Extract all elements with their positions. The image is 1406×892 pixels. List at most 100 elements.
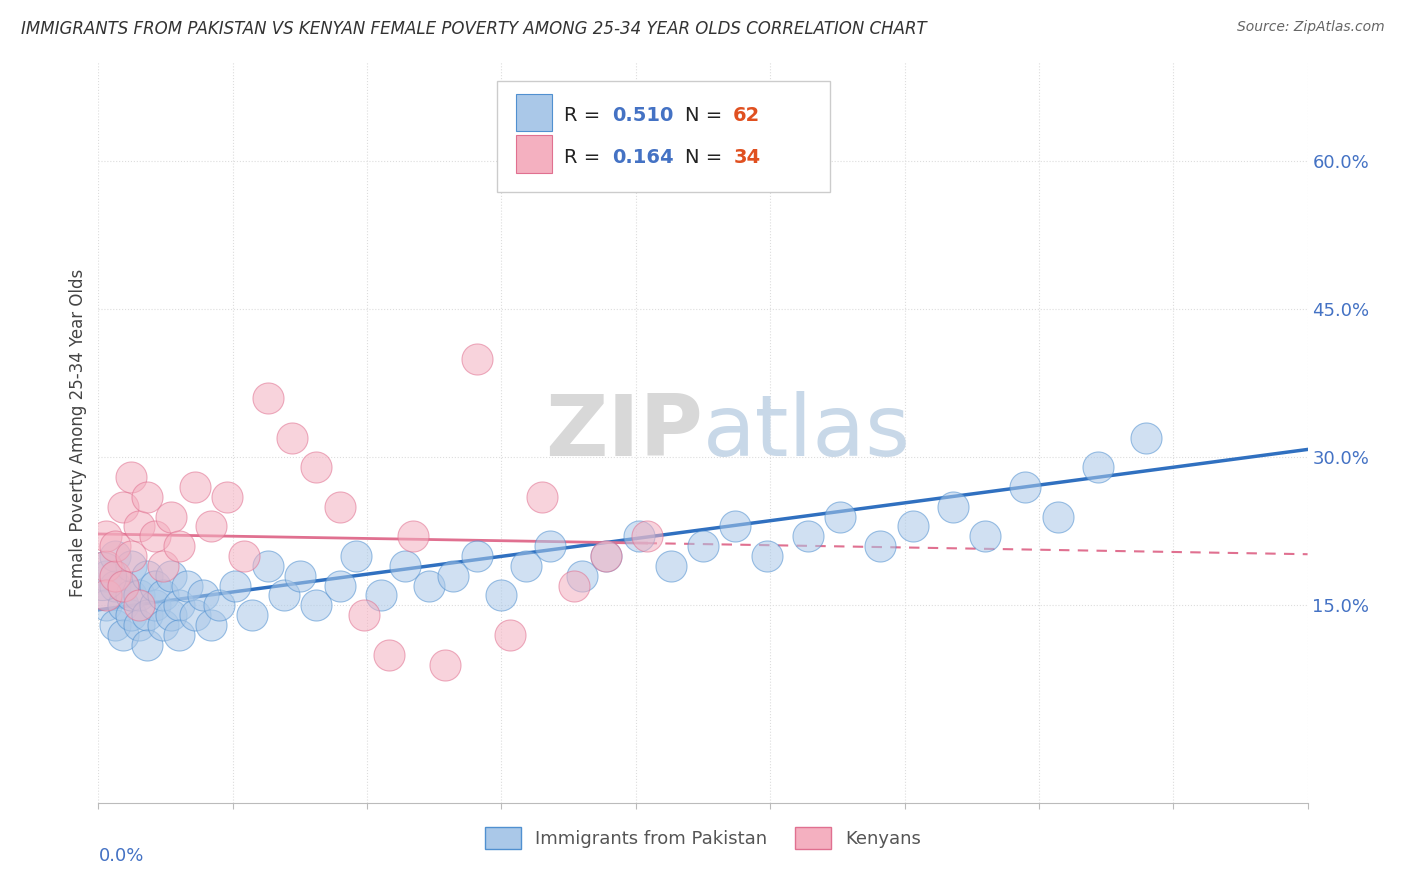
Point: [353, 608, 375, 623]
Y-axis label: Female Poverty Among 25-34 Year Olds: Female Poverty Among 25-34 Year Olds: [69, 268, 87, 597]
Point: [120, 558, 142, 573]
Point: [659, 558, 682, 573]
Point: [418, 579, 440, 593]
Point: [135, 608, 157, 623]
Text: 34: 34: [734, 148, 761, 167]
Point: [636, 529, 658, 543]
Point: [120, 549, 142, 563]
Point: [160, 568, 183, 582]
Point: [942, 500, 965, 514]
Point: [465, 351, 488, 366]
Point: [1014, 480, 1036, 494]
Text: R =: R =: [564, 148, 606, 167]
Point: [103, 568, 125, 582]
Point: [111, 579, 134, 593]
Text: 0.0%: 0.0%: [98, 847, 143, 865]
Point: [176, 579, 198, 593]
Point: [224, 579, 246, 593]
Bar: [516, 136, 551, 173]
Point: [184, 608, 207, 623]
Point: [103, 539, 125, 553]
Point: [441, 568, 464, 582]
Text: N =: N =: [685, 148, 728, 167]
Point: [692, 539, 714, 553]
Point: [724, 519, 747, 533]
Point: [240, 608, 263, 623]
Point: [217, 490, 239, 504]
Point: [595, 549, 617, 563]
Point: [128, 519, 150, 533]
Point: [256, 558, 278, 573]
Point: [515, 558, 537, 573]
Point: [184, 480, 207, 494]
FancyBboxPatch shape: [498, 81, 830, 192]
Text: ZIP: ZIP: [546, 391, 703, 475]
Point: [200, 519, 222, 533]
Point: [91, 568, 114, 582]
Point: [128, 618, 150, 632]
Point: [538, 539, 561, 553]
Point: [96, 589, 118, 603]
Point: [103, 579, 125, 593]
Point: [200, 618, 222, 632]
Point: [756, 549, 779, 563]
Text: R =: R =: [564, 106, 606, 125]
Point: [1046, 509, 1069, 524]
Text: 62: 62: [734, 106, 761, 125]
Point: [111, 599, 134, 613]
Point: [143, 599, 166, 613]
Point: [143, 529, 166, 543]
Point: [305, 460, 328, 475]
Legend: Immigrants from Pakistan, Kenyans: Immigrants from Pakistan, Kenyans: [478, 821, 928, 856]
Point: [120, 589, 142, 603]
Point: [167, 539, 190, 553]
Point: [167, 628, 190, 642]
Point: [135, 568, 157, 582]
Point: [128, 599, 150, 613]
Point: [256, 391, 278, 405]
Point: [329, 500, 352, 514]
Point: [498, 628, 520, 642]
Point: [232, 549, 254, 563]
Point: [974, 529, 997, 543]
Point: [103, 618, 125, 632]
Point: [111, 500, 134, 514]
Point: [111, 628, 134, 642]
Point: [828, 509, 851, 524]
Point: [595, 549, 617, 563]
Point: [344, 549, 367, 563]
Point: [96, 599, 118, 613]
Text: atlas: atlas: [703, 391, 911, 475]
Point: [96, 558, 118, 573]
Point: [288, 568, 311, 582]
Point: [273, 589, 295, 603]
Point: [167, 599, 190, 613]
Point: [869, 539, 891, 553]
Point: [692, 154, 714, 169]
Text: Source: ZipAtlas.com: Source: ZipAtlas.com: [1237, 20, 1385, 34]
Text: N =: N =: [685, 106, 728, 125]
Point: [465, 549, 488, 563]
Point: [394, 558, 416, 573]
Point: [797, 529, 820, 543]
Point: [143, 579, 166, 593]
Point: [160, 608, 183, 623]
Point: [111, 579, 134, 593]
Point: [96, 568, 118, 582]
Point: [152, 558, 174, 573]
Point: [96, 529, 118, 543]
Point: [402, 529, 425, 543]
Point: [128, 589, 150, 603]
Point: [377, 648, 399, 662]
Point: [152, 589, 174, 603]
Point: [627, 529, 650, 543]
Point: [562, 579, 585, 593]
Text: 0.510: 0.510: [613, 106, 673, 125]
Point: [120, 470, 142, 484]
Point: [281, 431, 304, 445]
Text: 0.164: 0.164: [613, 148, 673, 167]
Point: [305, 599, 328, 613]
Point: [370, 589, 392, 603]
Point: [120, 608, 142, 623]
Point: [901, 519, 924, 533]
